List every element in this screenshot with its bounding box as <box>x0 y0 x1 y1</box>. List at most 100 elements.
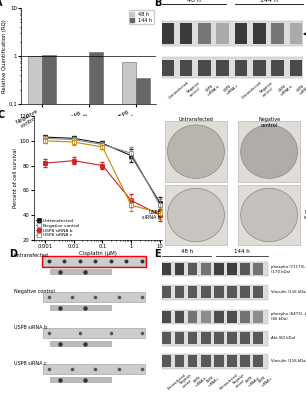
Bar <box>271 23 284 44</box>
Bar <box>188 286 197 298</box>
Text: USP8
siRNA b: USP8 siRNA b <box>278 81 294 96</box>
Bar <box>227 355 237 368</box>
Bar <box>165 121 227 182</box>
Bar <box>174 332 185 344</box>
Bar <box>165 185 227 245</box>
Bar <box>289 60 302 76</box>
Bar <box>238 121 300 182</box>
Bar <box>162 355 171 368</box>
Text: USP8
siRNA c: USP8 siRNA c <box>223 81 239 96</box>
Text: Negative
control: Negative control <box>186 81 204 98</box>
Bar <box>240 311 250 323</box>
Bar <box>227 332 237 344</box>
Text: USP8
siRNA b: USP8 siRNA b <box>204 81 220 96</box>
Text: Untransfected: Untransfected <box>168 81 190 100</box>
Bar <box>240 355 250 368</box>
Bar <box>240 332 250 344</box>
Bar <box>238 185 300 245</box>
USP8 siRNA b <box>158 213 162 218</box>
Text: E: E <box>154 249 160 259</box>
Bar <box>122 62 136 400</box>
Untransfected <box>158 200 162 205</box>
Negative control <box>72 137 76 142</box>
Line: Untransfected: Untransfected <box>43 135 162 204</box>
Bar <box>271 60 284 76</box>
Untransfected <box>129 153 133 158</box>
Bar <box>174 355 185 368</box>
Bar <box>162 285 268 300</box>
Bar <box>174 263 185 275</box>
Bar <box>240 286 250 298</box>
Bar <box>162 310 268 324</box>
Text: Untransfected: Untransfected <box>219 373 239 391</box>
USP8 siRNA b <box>43 161 47 166</box>
Text: phospho (Y1173)-EGFR
(170 kDa): phospho (Y1173)-EGFR (170 kDa) <box>271 265 306 274</box>
Text: 48 h: 48 h <box>181 250 193 254</box>
Text: Negative
control: Negative control <box>259 81 277 98</box>
Bar <box>136 78 150 400</box>
Bar <box>43 328 144 338</box>
Line: USP8 siRNA b: USP8 siRNA b <box>43 159 162 217</box>
Legend: Untransfected, Negative control, USP8 siRNA b, USP8 siRNA c: Untransfected, Negative control, USP8 si… <box>36 218 79 238</box>
Text: USP8
siRNA c: USP8 siRNA c <box>304 210 306 220</box>
Bar <box>43 256 144 266</box>
Text: B: B <box>154 0 161 8</box>
Bar <box>75 109 89 400</box>
Text: USP8
siRNA c: USP8 siRNA c <box>296 81 306 96</box>
USP8 siRNA c <box>158 210 162 215</box>
Bar <box>253 311 263 323</box>
Bar <box>174 311 185 323</box>
Bar <box>162 332 171 344</box>
Text: phospho (S473)- Akt
(60 kDa): phospho (S473)- Akt (60 kDa) <box>271 312 306 321</box>
Circle shape <box>241 188 298 242</box>
Bar <box>235 23 247 44</box>
Bar <box>162 57 303 78</box>
Text: Akt (60 kDa): Akt (60 kDa) <box>271 336 295 340</box>
Text: 48 h: 48 h <box>187 0 201 3</box>
Untransfected <box>43 135 47 140</box>
Bar <box>198 23 211 44</box>
Bar <box>198 60 211 76</box>
Bar <box>253 60 266 76</box>
Bar <box>50 269 111 274</box>
Text: Negative
control: Negative control <box>180 373 196 389</box>
Bar <box>253 23 266 44</box>
USP8 siRNA c <box>72 140 76 144</box>
Bar <box>188 355 197 368</box>
Bar <box>201 311 211 323</box>
Bar <box>42 55 56 400</box>
Bar <box>216 60 229 76</box>
USP8 siRNA c <box>101 144 104 149</box>
Bar <box>201 286 211 298</box>
Bar <box>253 286 263 298</box>
Text: Untransfected: Untransfected <box>178 117 213 122</box>
Text: 144 h: 144 h <box>260 0 278 3</box>
Legend: 48 h, 144 h: 48 h, 144 h <box>129 10 154 24</box>
Bar <box>214 263 224 275</box>
Bar <box>188 263 197 275</box>
Line: USP8 siRNA c: USP8 siRNA c <box>43 139 162 214</box>
Text: Untransfected: Untransfected <box>14 254 49 258</box>
Bar <box>162 354 268 369</box>
Text: Untransfected: Untransfected <box>241 81 263 100</box>
Text: Untransfected: Untransfected <box>166 373 186 391</box>
Y-axis label: Percent of cell survival: Percent of cell survival <box>13 148 18 208</box>
Bar <box>214 355 224 368</box>
Text: D: D <box>9 249 17 259</box>
Bar <box>240 263 250 275</box>
Text: USP8
siRNA c: USP8 siRNA c <box>258 373 273 388</box>
USP8 siRNA b <box>72 158 76 163</box>
Bar <box>214 311 224 323</box>
Text: USP8 siRNA c: USP8 siRNA c <box>14 362 46 366</box>
Bar <box>162 22 303 46</box>
Bar <box>50 377 111 382</box>
Bar <box>43 292 144 302</box>
Bar <box>42 256 146 267</box>
Bar <box>28 56 42 400</box>
USP8 siRNA c <box>129 203 133 208</box>
Text: C: C <box>0 110 5 120</box>
Text: Negative control: Negative control <box>14 290 54 294</box>
X-axis label: Cisplatin (μM): Cisplatin (μM) <box>79 250 117 256</box>
Text: USP8
siRNA b: USP8 siRNA b <box>192 373 208 388</box>
Bar <box>227 311 237 323</box>
